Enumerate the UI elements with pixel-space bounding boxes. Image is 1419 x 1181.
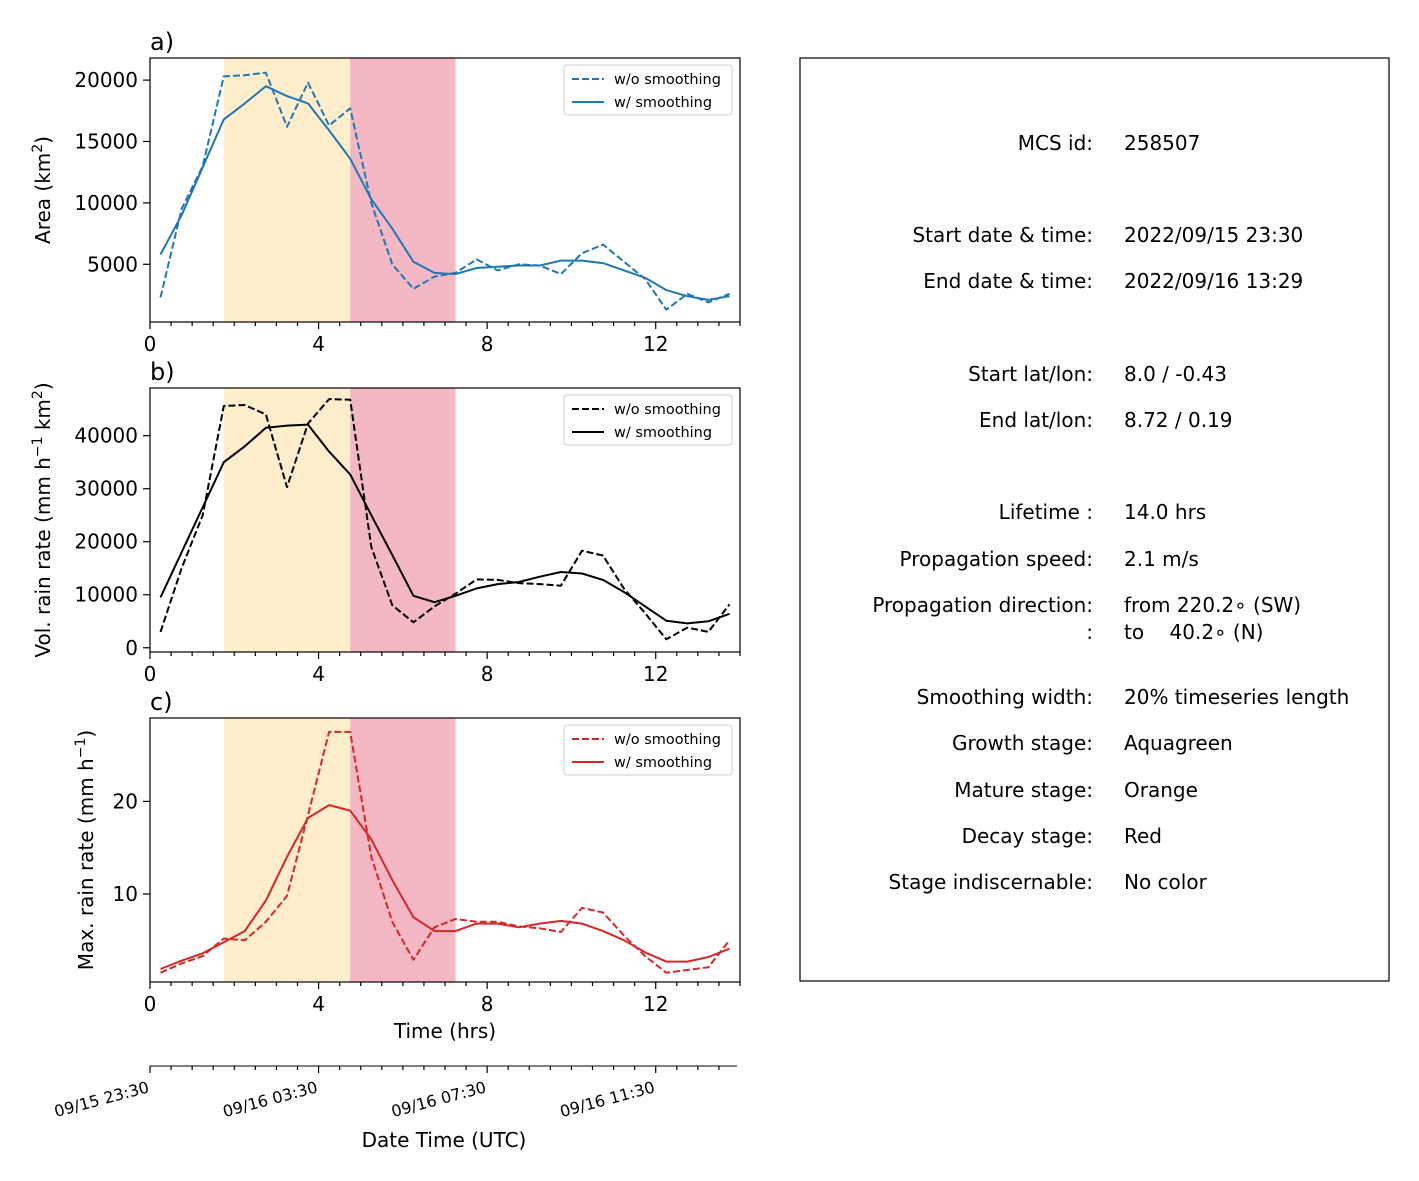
y-tick-label: 20000 bbox=[74, 68, 138, 92]
info-key: Decay stage: bbox=[962, 824, 1093, 848]
panel-label: c) bbox=[150, 688, 173, 716]
y-axis-label: Max. rain rate (mm h−1) bbox=[73, 730, 98, 970]
y-tick-label: 10000 bbox=[74, 191, 138, 215]
x-axis-label: Time (hrs) bbox=[393, 1019, 496, 1043]
x-tick-label: 4 bbox=[312, 332, 325, 356]
y-tick-label: 20000 bbox=[74, 530, 138, 554]
legend: w/o smoothing w/ smoothing bbox=[563, 64, 733, 116]
panel-a: 0 4 8 12 5000 10000 15000 20000 a) Area (km2) w/o … bbox=[30, 28, 741, 356]
series-line-without-smoothing bbox=[159, 398, 731, 641]
info-key: Smoothing width: bbox=[917, 685, 1093, 709]
x-tick-label: 8 bbox=[481, 332, 494, 356]
info-key: Stage indiscernable: bbox=[889, 870, 1093, 894]
x-tick-label: 8 bbox=[481, 992, 494, 1016]
x-tick-label: 4 bbox=[312, 992, 325, 1016]
info-value: 8.72 / 0.19 bbox=[1124, 408, 1233, 432]
info-key: MCS id: bbox=[1018, 131, 1093, 155]
x-tick-label: 0 bbox=[144, 992, 157, 1016]
info-value: 2022/09/15 23:30 bbox=[1124, 223, 1303, 247]
info-key: Growth stage: bbox=[952, 731, 1093, 755]
series-line-without-smoothing bbox=[159, 71, 730, 311]
stage-shading-mature bbox=[223, 718, 351, 982]
x-tick-label: 8 bbox=[481, 662, 494, 686]
panel-label: a) bbox=[150, 28, 174, 56]
info-key: Propagation direction: bbox=[872, 593, 1093, 617]
datetime-tick-label: 09/16 03:30 bbox=[221, 1078, 320, 1122]
x-tick-label: 12 bbox=[643, 992, 668, 1016]
info-value: Aquagreen bbox=[1124, 731, 1233, 755]
info-value: Red bbox=[1124, 824, 1162, 848]
datetime-axis-label: Date Time (UTC) bbox=[362, 1128, 527, 1152]
y-tick-label: 40000 bbox=[74, 424, 138, 448]
info-value: 20% timeseries length bbox=[1124, 685, 1349, 709]
x-tick-label: 0 bbox=[144, 332, 157, 356]
legend: w/o smoothing w/ smoothing bbox=[563, 724, 733, 776]
y-tick-label: 20 bbox=[113, 789, 138, 813]
y-axis-label: Area (km2) bbox=[30, 136, 55, 244]
datetime-tick-label: 09/15 23:30 bbox=[52, 1078, 151, 1122]
y-axis-label: Vol. rain rate (mm h−1 km2) bbox=[30, 382, 55, 657]
y-tick-label: 0 bbox=[125, 636, 138, 660]
legend: w/o smoothing w/ smoothing bbox=[563, 394, 733, 446]
datetime-tick-label: 09/16 11:30 bbox=[558, 1078, 657, 1122]
legend-box bbox=[563, 64, 733, 116]
y-tick-label: 30000 bbox=[74, 477, 138, 501]
info-value: 2022/09/16 13:29 bbox=[1124, 269, 1303, 293]
info-panel: MCS id: 258507 Start date & time: 2022/09/1… bbox=[799, 57, 1390, 982]
info-key: Start lat/lon: bbox=[968, 362, 1093, 386]
series-line-with-smoothing bbox=[159, 423, 730, 625]
legend-box bbox=[563, 724, 733, 776]
y-tick-label: 10000 bbox=[74, 583, 138, 607]
info-key: End lat/lon: bbox=[979, 408, 1093, 432]
x-tick-label: 12 bbox=[643, 662, 668, 686]
stage-shading-decay bbox=[350, 718, 456, 982]
x-tick-label: 12 bbox=[643, 332, 668, 356]
info-box-border bbox=[799, 57, 1390, 982]
panel-c: 0 4 8 12 10 20 c) Max. rain rate (mm h−1) Time (… bbox=[73, 688, 741, 1043]
legend-entry: w/o smoothing bbox=[614, 72, 721, 88]
info-key: Lifetime : bbox=[999, 500, 1093, 524]
series-line-with-smoothing bbox=[159, 85, 730, 301]
info-value: 258507 bbox=[1124, 131, 1200, 155]
legend-entry: w/ smoothing bbox=[614, 95, 712, 111]
legend-entry: w/o smoothing bbox=[614, 732, 721, 748]
legend-box bbox=[563, 394, 733, 446]
legend-entry: w/ smoothing bbox=[614, 425, 712, 441]
stage-shading-decay bbox=[350, 388, 456, 652]
y-tick-label: 10 bbox=[113, 882, 138, 906]
info-value: 8.0 / -0.43 bbox=[1124, 362, 1227, 386]
x-tick-label: 0 bbox=[144, 662, 157, 686]
info-value: from 220.2∘ (SW) bbox=[1124, 593, 1301, 617]
y-tick-label: 15000 bbox=[74, 129, 138, 153]
info-key: Propagation speed: bbox=[900, 547, 1093, 571]
panel-b: 0 4 8 12 0 10000 20000 30000 40000 b) Vol. rain ra… bbox=[30, 358, 741, 686]
info-value: No color bbox=[1124, 870, 1208, 894]
info-value: 2.1 m/s bbox=[1124, 547, 1199, 571]
series-line-with-smoothing bbox=[160, 804, 730, 970]
info-key: Mature stage: bbox=[954, 778, 1093, 802]
datetime-tick-label: 09/16 07:30 bbox=[389, 1078, 488, 1122]
info-value: 14.0 hrs bbox=[1124, 500, 1206, 524]
info-value: Orange bbox=[1124, 778, 1198, 802]
stage-shading-mature bbox=[223, 58, 351, 322]
info-key: End date & time: bbox=[923, 269, 1093, 293]
info-value: to 40.2∘ (N) bbox=[1124, 620, 1263, 644]
datetime-axis: 09/15 23:30 09/16 03:30 09/16 07:30 09/16 1… bbox=[52, 1065, 737, 1152]
x-tick-label: 4 bbox=[312, 662, 325, 686]
legend-entry: w/ smoothing bbox=[614, 755, 712, 771]
panel-label: b) bbox=[150, 358, 175, 386]
info-key: : bbox=[1086, 620, 1093, 644]
y-tick-label: 5000 bbox=[87, 252, 138, 276]
legend-entry: w/o smoothing bbox=[614, 402, 721, 418]
stage-shading-mature bbox=[223, 388, 351, 652]
info-key: Start date & time: bbox=[912, 223, 1093, 247]
